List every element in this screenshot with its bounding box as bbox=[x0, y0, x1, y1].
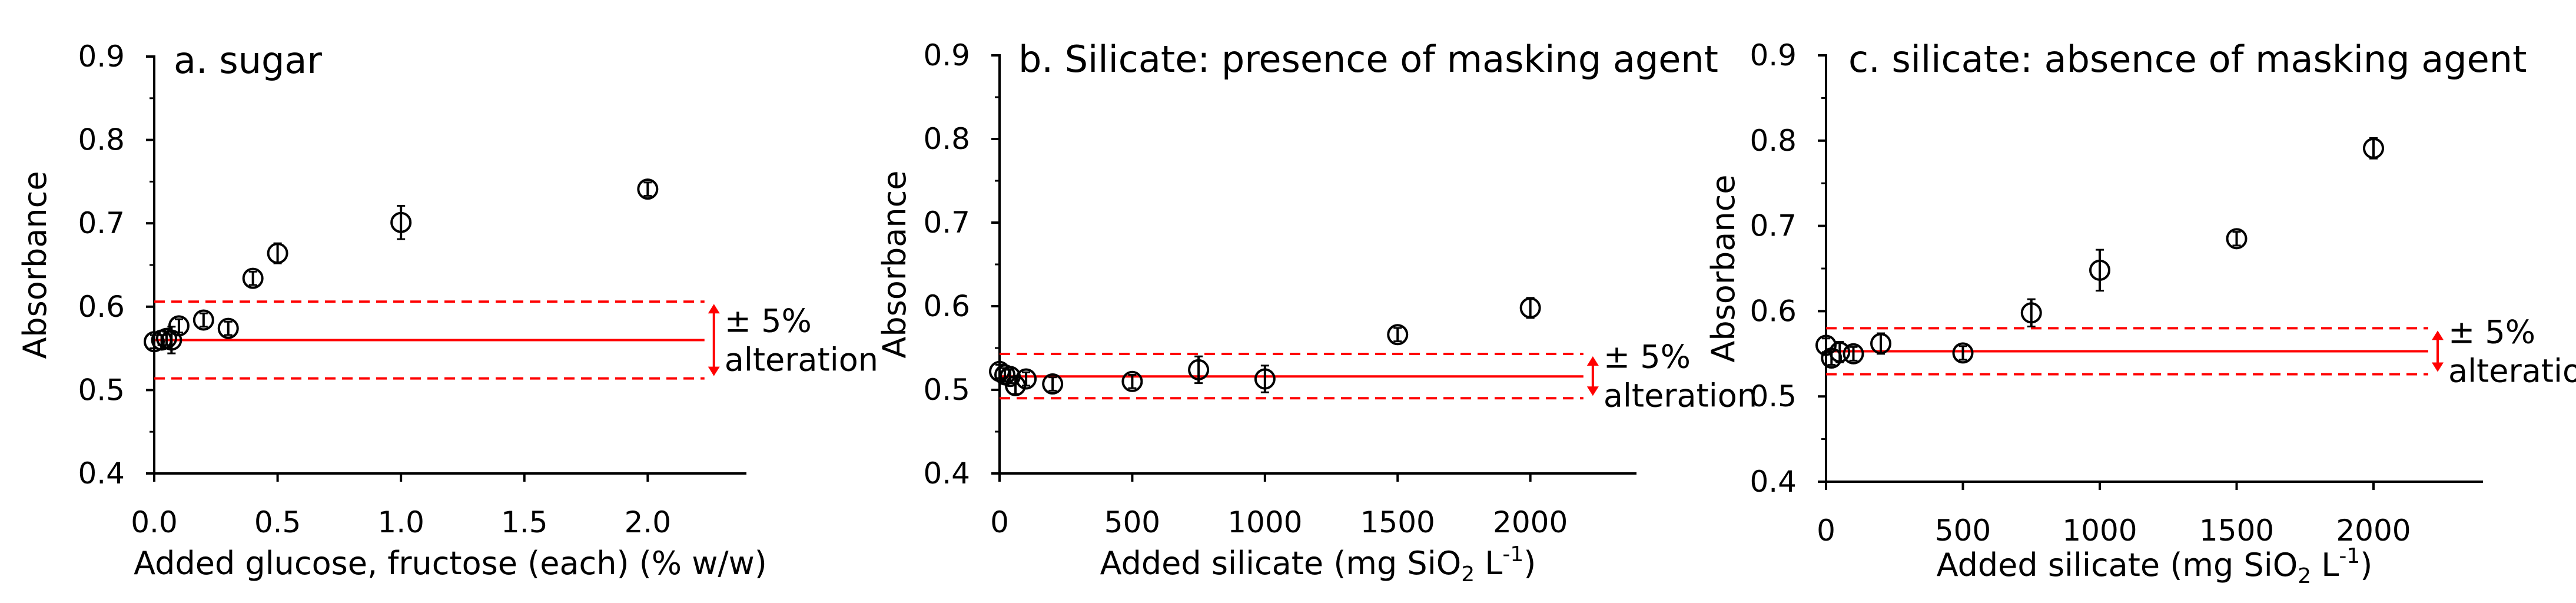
data-point bbox=[2226, 228, 2248, 250]
data-point bbox=[637, 178, 659, 200]
band-arrow-down-head bbox=[2432, 362, 2444, 372]
x-axis-label-unit: L bbox=[1475, 545, 1502, 582]
y-tick-label: 0.5 bbox=[923, 373, 970, 407]
y-tick-label: 0.4 bbox=[1750, 465, 1797, 499]
data-point bbox=[217, 317, 239, 339]
x-axis-label-end: ) bbox=[2360, 546, 2372, 584]
data-point bbox=[1015, 368, 1037, 390]
x-tick-label: 2000 bbox=[2336, 513, 2411, 548]
band-arrow-down-head bbox=[708, 366, 720, 376]
data-point bbox=[1870, 333, 1891, 354]
panel-c: 0.4 0.5 0.6 0.7 0.8 0.9 0 500 1000 1500 2000 c. sil… bbox=[1705, 38, 2576, 588]
x-tick-label: 1500 bbox=[2199, 513, 2274, 548]
band-arrow-down-head bbox=[1586, 386, 1599, 396]
data-point bbox=[168, 315, 190, 337]
y-tick-label: 0.9 bbox=[923, 38, 970, 72]
data-point bbox=[1519, 297, 1541, 319]
x-tick-label: 2000 bbox=[1493, 505, 1568, 539]
data-point bbox=[267, 243, 288, 264]
data-point bbox=[989, 360, 1010, 382]
x-tick-label: 1000 bbox=[2062, 513, 2137, 548]
data-point bbox=[144, 331, 165, 353]
panel-a: 0.4 0.5 0.6 0.7 0.8 0.9 0.0 0.5 1.0 1.5 2.0 a. suga… bbox=[16, 39, 878, 582]
y-tick-label: 0.6 bbox=[1750, 294, 1797, 328]
y-tick-label: 0.5 bbox=[1750, 379, 1797, 413]
x-tick-label: 500 bbox=[1935, 513, 1991, 548]
y-tick-label: 0.8 bbox=[1750, 124, 1797, 158]
x-axis-label-main: Added glucose, fructose (each) (% w/w) bbox=[134, 545, 767, 582]
chart-title: a. sugar bbox=[174, 39, 322, 82]
x-tick-label: 1000 bbox=[1227, 505, 1302, 539]
band-annotation-line1: ± 5% bbox=[2448, 313, 2535, 350]
band-annotation-line2: alteration bbox=[2448, 352, 2576, 389]
y-tick-label: 0.6 bbox=[923, 289, 970, 323]
x-tick-label: 1.5 bbox=[501, 505, 548, 539]
x-tick-label: 1500 bbox=[1360, 505, 1435, 539]
band-arrow-up-head bbox=[1586, 356, 1599, 366]
y-tick-label: 0.9 bbox=[1750, 38, 1797, 72]
band-arrow-up-head bbox=[708, 304, 720, 314]
x-axis-label-end: ) bbox=[1523, 545, 1536, 582]
y-tick-label: 0.7 bbox=[78, 206, 125, 240]
chart-title: c. silicate: absence of masking agent bbox=[1848, 38, 2527, 81]
y-tick-label: 0.8 bbox=[78, 123, 125, 157]
y-axis-label: Absorbance bbox=[1705, 174, 1742, 362]
y-tick-label: 0.8 bbox=[923, 122, 970, 156]
data-point bbox=[1121, 370, 1143, 392]
x-tick-label: 0 bbox=[1817, 513, 1835, 548]
x-axis-label: Added glucose, fructose (each) (% w/w) bbox=[134, 545, 767, 582]
x-axis-label-subscript: 2 bbox=[1461, 562, 1475, 587]
x-tick-label: 500 bbox=[1104, 505, 1160, 539]
data-point bbox=[1815, 334, 1837, 356]
data-point bbox=[1829, 341, 1851, 363]
x-tick-label: 0.5 bbox=[254, 505, 301, 539]
y-axis-label: Absorbance bbox=[16, 171, 54, 359]
data-point bbox=[242, 267, 264, 289]
x-axis-label-superscript: -1 bbox=[1502, 542, 1523, 566]
x-tick-label: 0 bbox=[990, 505, 1009, 539]
data-point bbox=[1387, 324, 1409, 346]
y-tick-label: 0.9 bbox=[78, 39, 125, 74]
data-point bbox=[1843, 343, 1864, 365]
y-tick-label: 0.5 bbox=[78, 373, 125, 407]
band-annotation-line1: ± 5% bbox=[725, 302, 812, 339]
band-arrow-up-head bbox=[2432, 330, 2444, 340]
data-point bbox=[1254, 368, 1276, 390]
data-point bbox=[1042, 373, 1064, 395]
band-annotation-line2: alteration bbox=[1604, 377, 1757, 415]
x-axis-label-main: Added silicate (mg SiO bbox=[1100, 545, 1462, 582]
y-tick-label: 0.7 bbox=[1750, 209, 1797, 243]
data-point bbox=[2020, 302, 2042, 324]
x-axis-label: Added silicate (mg SiO2 L-1) bbox=[1100, 542, 1536, 587]
x-tick-label: 0.0 bbox=[131, 505, 178, 539]
x-axis-label-unit: L bbox=[2311, 546, 2339, 584]
data-point bbox=[2363, 137, 2384, 159]
y-tick-label: 0.7 bbox=[923, 206, 970, 240]
y-tick-label: 0.4 bbox=[78, 456, 125, 491]
y-tick-label: 0.4 bbox=[923, 456, 970, 491]
band-annotation-line2: alteration bbox=[725, 341, 878, 378]
x-tick-label: 2.0 bbox=[625, 505, 672, 539]
x-axis-label-subscript: 2 bbox=[2298, 564, 2311, 588]
x-tick-label: 1.0 bbox=[377, 505, 424, 539]
panel-b: 0.4 0.5 0.6 0.7 0.8 0.9 0 500 1000 1500 2000 b. Sil… bbox=[876, 38, 1757, 587]
data-point bbox=[390, 211, 412, 233]
band-annotation-line1: ± 5% bbox=[1604, 339, 1691, 376]
x-axis-label-main: Added silicate (mg SiO bbox=[1937, 546, 2298, 584]
x-axis-label-superscript: -1 bbox=[2339, 544, 2360, 568]
data-point bbox=[192, 309, 214, 331]
x-axis-label: Added silicate (mg SiO2 L-1) bbox=[1937, 544, 2373, 588]
data-point bbox=[2089, 259, 2110, 281]
chart-title: b. Silicate: presence of masking agent bbox=[1018, 38, 1718, 81]
data-point bbox=[1952, 342, 1974, 364]
data-point bbox=[1188, 359, 1210, 380]
y-axis-label: Absorbance bbox=[876, 170, 913, 358]
y-tick-label: 0.6 bbox=[78, 290, 125, 324]
